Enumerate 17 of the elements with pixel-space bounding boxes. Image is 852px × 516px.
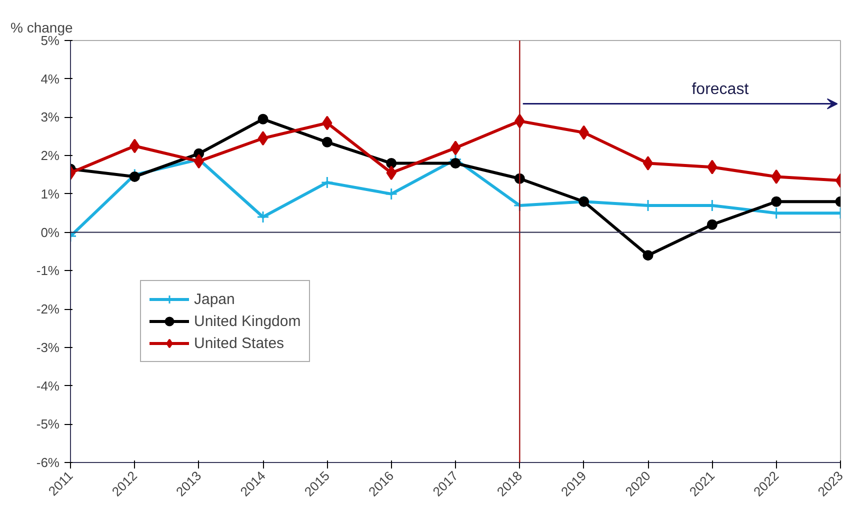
legend-label: Japan — [194, 290, 235, 308]
legend-label: United Kingdom — [194, 312, 301, 330]
legend-label: United States — [194, 334, 284, 352]
y-tick-label: -3% — [36, 340, 60, 355]
y-tick-label: 3% — [40, 110, 60, 125]
y-tick-label: -1% — [36, 263, 60, 278]
y-tick-label: 0% — [40, 224, 60, 240]
y-tick-label: -2% — [36, 302, 60, 317]
y-tick-label: 4% — [40, 71, 60, 86]
y-tick-label: -6% — [36, 455, 60, 470]
y-axis-title: % change — [10, 20, 73, 36]
y-tick-label: 2% — [40, 148, 60, 164]
y-tick-label: -4% — [36, 378, 60, 394]
y-tick-label: 5% — [40, 33, 60, 48]
y-tick-label: 1% — [40, 186, 60, 202]
annotation: forecast — [692, 81, 750, 98]
y-tick-label: -5% — [36, 416, 60, 432]
